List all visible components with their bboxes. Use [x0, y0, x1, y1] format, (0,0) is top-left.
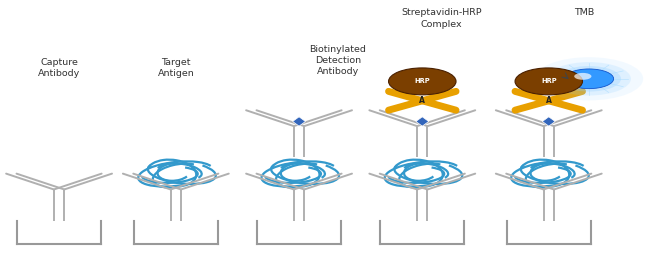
Circle shape [389, 68, 456, 95]
Circle shape [574, 73, 592, 80]
Polygon shape [416, 117, 429, 126]
Circle shape [515, 68, 582, 95]
Text: HRP: HRP [541, 78, 556, 84]
Text: Capture
Antibody: Capture Antibody [38, 57, 80, 78]
Text: A: A [419, 96, 425, 105]
Circle shape [557, 66, 621, 92]
Polygon shape [292, 117, 306, 126]
Circle shape [535, 57, 644, 100]
Text: A: A [546, 96, 552, 105]
Text: HRP: HRP [415, 78, 430, 84]
Circle shape [547, 62, 631, 95]
Polygon shape [542, 117, 555, 126]
Text: Target
Antigen: Target Antigen [157, 57, 194, 78]
Text: Streptavidin-HRP
Complex: Streptavidin-HRP Complex [402, 9, 482, 29]
Text: Biotinylated
Detection
Antibody: Biotinylated Detection Antibody [309, 45, 367, 76]
Circle shape [564, 69, 614, 89]
Text: TMB: TMB [575, 9, 595, 17]
